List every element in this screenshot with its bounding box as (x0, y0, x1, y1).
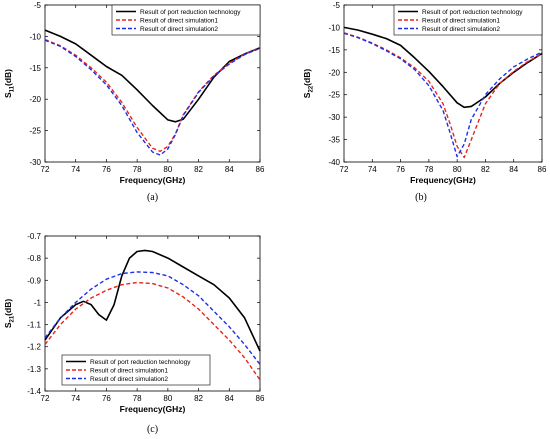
x-tick-label: 82 (481, 165, 490, 174)
legend-label: Result of direct simulation2 (90, 376, 168, 383)
x-tick-label: 78 (133, 394, 142, 403)
x-tick-label: 72 (41, 394, 50, 403)
y-tick-label: -25 (328, 91, 340, 100)
x-tick-label: 72 (41, 165, 50, 174)
y-tick-label: -15 (29, 64, 41, 73)
series-line-3 (343, 32, 543, 158)
legend-box (61, 354, 211, 386)
x-tick-label: 80 (453, 165, 462, 174)
y-tick-label: -1.2 (27, 343, 41, 352)
x-tick-label: 84 (225, 165, 234, 174)
x-axis-label: Frequency(GHz) (410, 175, 476, 185)
panel-caption: (c) (147, 424, 158, 435)
y-tick-label: -25 (29, 127, 41, 136)
series-line-3 (44, 39, 261, 156)
panel-caption: (a) (147, 192, 158, 203)
legend: Result of port reduction technologyResul… (61, 354, 211, 386)
panel-caption: (b) (415, 192, 427, 203)
legend-box (111, 4, 261, 36)
x-tick-label: 78 (133, 165, 142, 174)
y-tick-label: -5 (34, 1, 42, 10)
x-axis-label: Frequency(GHz) (120, 404, 186, 414)
legend-label: Result of direct simulation1 (140, 17, 218, 24)
y-tick-label: -40 (328, 158, 340, 167)
x-tick-label: 84 (225, 394, 234, 403)
x-tick-label: 82 (194, 165, 203, 174)
y-tick-label: -10 (29, 32, 41, 41)
series-line-2 (44, 38, 261, 153)
y-tick-label: -0.8 (27, 254, 41, 263)
legend-label: Result of direct simulation2 (140, 26, 218, 33)
y-tick-label: -35 (328, 136, 340, 145)
x-axis-label: Frequency(GHz) (120, 175, 186, 185)
y-axis-label: S11(dB) (3, 69, 16, 98)
x-tick-label: 86 (256, 165, 265, 174)
x-tick-label: 74 (368, 165, 377, 174)
chart-panel-2: 72 74 76 78 80 82 84 86 -40 -35 -30 -25 -20 -15 -10 -5 R… (302, 1, 547, 203)
y-tick-label: -0.7 (27, 232, 41, 241)
legend-box (393, 4, 543, 36)
series-line-3 (44, 271, 261, 365)
x-tick-label: 80 (163, 394, 172, 403)
legend-label: Result of port reduction technology (422, 9, 523, 16)
series-line-2 (44, 281, 261, 381)
legend-label: Result of direct simulation2 (422, 26, 500, 33)
legend-label: Result of port reduction technology (90, 359, 191, 366)
y-tick-label: -1.4 (27, 387, 41, 396)
y-tick-label: -30 (29, 158, 41, 167)
y-tick-label: -0.9 (27, 276, 41, 285)
x-tick-label: 78 (424, 165, 433, 174)
legend-label: Result of port reduction technology (140, 9, 241, 16)
y-axis-label: S22(dB) (302, 69, 315, 99)
legend-label: Result of direct simulation1 (90, 367, 168, 374)
y-tick-label: -5 (333, 1, 341, 10)
y-tick-label: -1.1 (27, 321, 41, 330)
x-tick-label: 84 (509, 165, 518, 174)
y-axis-label: S21(dB) (3, 299, 16, 329)
y-tick-label: -20 (29, 95, 41, 104)
x-tick-label: 86 (256, 394, 265, 403)
legend-label: Result of direct simulation1 (422, 17, 500, 24)
x-tick-label: 86 (538, 165, 547, 174)
y-tick-label: -30 (328, 113, 340, 122)
y-tick-label: -1 (34, 298, 42, 307)
y-tick-label: -1.3 (27, 365, 41, 374)
y-tick-label: -20 (328, 68, 340, 77)
x-tick-label: 82 (194, 394, 203, 403)
series-line-1 (44, 249, 261, 352)
x-tick-label: 74 (71, 394, 80, 403)
x-tick-label: 74 (71, 165, 80, 174)
x-tick-label: 80 (163, 165, 172, 174)
chart-panel-3: 72 74 76 78 80 82 84 86 -1.4 -1.3 -1.2 -1.1 -1 -0.9 -0… (3, 232, 265, 435)
chart-panel-1: 72 74 76 78 80 82 84 86 -30 -25 -20 -15 -10 -5 Result … (3, 1, 265, 203)
x-tick-label: 76 (102, 394, 111, 403)
x-tick-label: 72 (340, 165, 349, 174)
legend: Result of port reduction technologyResul… (393, 4, 543, 36)
legend: Result of port reduction technologyResul… (111, 4, 261, 36)
x-tick-label: 76 (102, 165, 111, 174)
x-tick-label: 76 (396, 165, 405, 174)
y-tick-label: -15 (328, 46, 340, 55)
y-tick-label: -10 (328, 23, 340, 32)
